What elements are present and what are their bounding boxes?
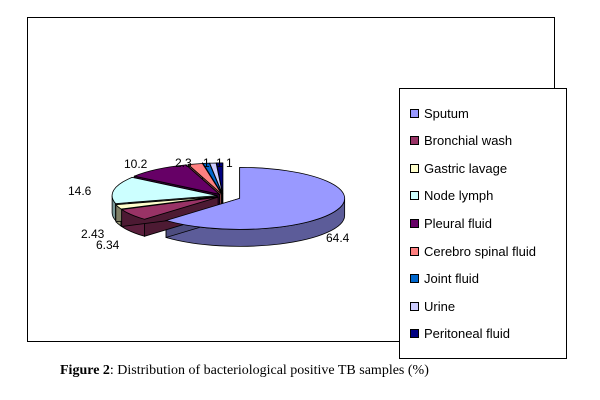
data-label-pleural-fluid: 10.2 bbox=[124, 157, 148, 171]
legend-item-urine: Urine bbox=[410, 296, 455, 316]
data-label-peritoneal-fluid: 1 bbox=[226, 156, 233, 170]
data-label-node-lymph: 14.6 bbox=[68, 184, 92, 198]
data-label-sputum: 64.4 bbox=[326, 231, 350, 245]
legend-item-bronchial-wash: Bronchial wash bbox=[410, 131, 512, 151]
legend-swatch-cerebro-spinal-fluid bbox=[410, 246, 419, 256]
data-label-bronchial-wash: 6.34 bbox=[96, 238, 120, 252]
pie-slice-pleural-fluid bbox=[133, 164, 221, 196]
data-label-gastric-lavage: 2.43 bbox=[81, 227, 105, 241]
legend-swatch-joint-fluid bbox=[410, 274, 419, 284]
legend-label-pleural-fluid: Pleural fluid bbox=[424, 215, 492, 231]
legend-label-urine: Urine bbox=[424, 298, 456, 314]
pie-slice-node-lymph bbox=[111, 176, 218, 205]
legend-item-joint-fluid: Joint fluid bbox=[410, 269, 479, 289]
figure-caption: Figure 2: Distribution of bacteriologica… bbox=[60, 363, 429, 379]
pie-slice-sputum bbox=[164, 166, 346, 230]
legend-item-node-lymph: Node lymph bbox=[410, 186, 493, 206]
legend-swatch-node-lymph bbox=[410, 191, 419, 201]
chart-area: 64.4 6.34 2.43 14.6 10.2 2.3 1 1 1 Sputum Bronchi… bbox=[27, 17, 567, 359]
legend-swatch-gastric-lavage bbox=[410, 163, 419, 173]
legend-label-sputum: Sputum bbox=[424, 105, 469, 121]
data-label-urine: 1 bbox=[216, 156, 223, 170]
legend-label-joint-fluid: Joint fluid bbox=[424, 271, 479, 287]
caption-text: : Distribution of bacteriological positi… bbox=[109, 363, 429, 378]
pie-slice-peritoneal-fluid bbox=[215, 162, 224, 194]
legend-label-gastric-lavage: Gastric lavage bbox=[424, 160, 508, 176]
legend-swatch-peritoneal-fluid bbox=[410, 329, 419, 339]
legend-swatch-bronchial-wash bbox=[410, 136, 419, 146]
data-label-cerebro-spinal-fluid: 2.3 bbox=[175, 156, 192, 170]
pie-slice-cerebro-spinal-fluid bbox=[187, 163, 222, 195]
legend-swatch-sputum bbox=[410, 108, 419, 118]
legend-label-node-lymph: Node lymph bbox=[424, 188, 494, 204]
legend-label-peritoneal-fluid: Peritoneal fluid bbox=[424, 326, 510, 342]
legend-item-gastric-lavage: Gastric lavage bbox=[410, 158, 507, 178]
legend-label-cerebro-spinal-fluid: Cerebro spinal fluid bbox=[424, 243, 537, 259]
legend-item-pleural-fluid: Pleural fluid bbox=[410, 213, 492, 233]
pie-slice-gastric-lavage bbox=[115, 196, 218, 210]
data-label-joint-fluid: 1 bbox=[203, 156, 210, 170]
legend-item-peritoneal-fluid: Peritoneal fluid bbox=[410, 324, 510, 344]
legend: Sputum Bronchial wash Gastric lavage Node l… bbox=[399, 88, 567, 359]
legend-swatch-urine bbox=[410, 301, 419, 311]
legend-item-cerebro-spinal-fluid: Cerebro spinal fluid bbox=[410, 241, 536, 261]
legend-label-bronchial-wash: Bronchial wash bbox=[424, 133, 513, 149]
caption-label: Figure 2 bbox=[60, 363, 110, 378]
legend-swatch-pleural-fluid bbox=[410, 218, 419, 228]
legend-item-sputum: Sputum bbox=[410, 103, 469, 123]
pie-slice-bronchial-wash bbox=[120, 196, 219, 220]
